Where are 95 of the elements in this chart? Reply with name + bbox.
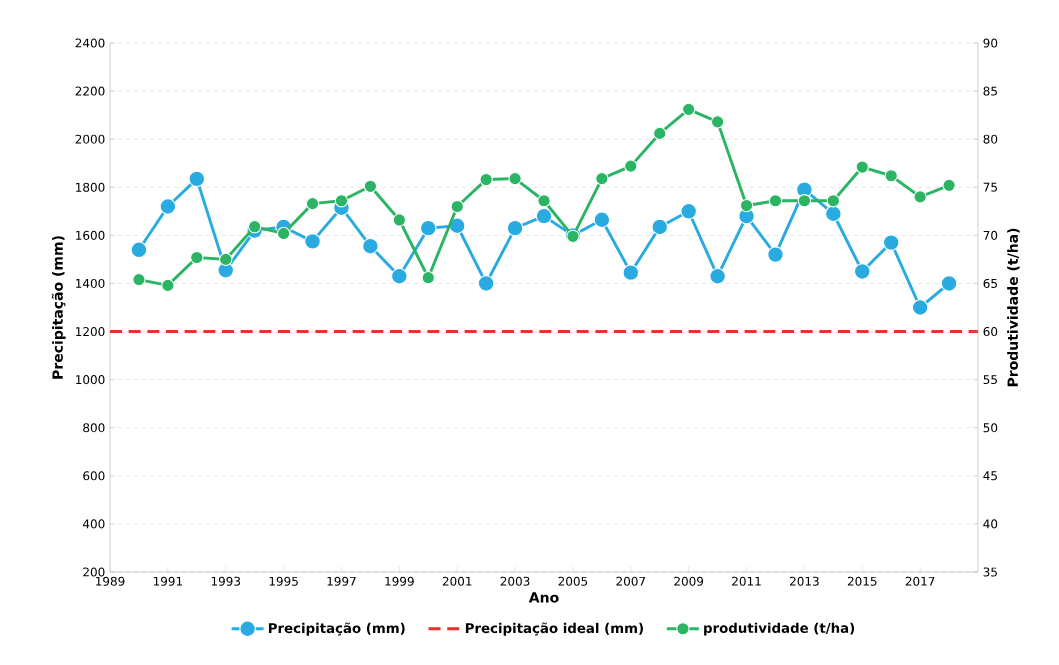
x-tick-label: 2013 (790, 576, 819, 586)
legend-label: Precipitação ideal (mm) (465, 622, 643, 636)
y-tick-label: 1400 (76, 278, 105, 288)
point (854, 263, 871, 280)
point (622, 264, 640, 281)
point (248, 220, 262, 234)
point (535, 207, 553, 225)
y2-tick-label: 45 (983, 471, 997, 481)
point (508, 171, 522, 186)
x-tick-label: 1995 (269, 576, 298, 586)
x-tick-label: 2017 (905, 576, 935, 586)
point (477, 275, 495, 292)
point (739, 198, 754, 213)
point (305, 196, 320, 211)
legend-label: Precipitação (mm) (268, 622, 405, 636)
x-tick-label: 1991 (153, 576, 183, 586)
y-tick-label: 2200 (75, 86, 105, 96)
y-tick-label: 200 (83, 567, 105, 577)
point (709, 267, 726, 285)
y-tick-label: 1000 (76, 375, 105, 385)
point (421, 271, 435, 285)
legend-label: produtividade (t/ha) (704, 622, 855, 636)
point (653, 126, 667, 141)
point (767, 246, 784, 263)
point (420, 219, 437, 237)
point (450, 199, 464, 214)
point (593, 211, 611, 229)
x-tick-label: 2015 (847, 576, 877, 586)
point (392, 213, 407, 227)
y-axis-title: Precipitação (mm) (51, 236, 66, 379)
y2-tick-label: 70 (983, 230, 998, 240)
point (911, 299, 929, 316)
point (391, 267, 408, 285)
point (334, 194, 349, 208)
point (882, 234, 900, 251)
point (768, 194, 783, 208)
y2-tick-label: 60 (983, 327, 998, 337)
point (680, 203, 697, 220)
point (132, 272, 146, 287)
point (130, 241, 148, 259)
x-tick-label: 2011 (732, 576, 761, 586)
point (884, 169, 898, 183)
point (190, 250, 204, 265)
point (506, 219, 524, 237)
y2-tick-label: 40 (983, 519, 998, 529)
y-tick-label: 1800 (76, 182, 105, 192)
point (188, 170, 206, 188)
x-tick-label: 1989 (96, 576, 125, 586)
x-tick-label: 1999 (385, 576, 414, 586)
y2-tick-label: 55 (983, 375, 997, 385)
y2-tick-label: 85 (983, 86, 997, 96)
y2-tick-label: 75 (983, 182, 997, 192)
y-tick-label: 600 (83, 471, 105, 481)
point (624, 159, 638, 173)
point (913, 190, 927, 204)
point (448, 217, 466, 235)
point (855, 160, 869, 174)
y-tick-label: 2400 (75, 38, 105, 48)
point (797, 194, 812, 208)
point (161, 278, 175, 293)
point (682, 102, 696, 117)
y-tick-label: 800 (83, 423, 105, 433)
y-tick-label: 1200 (76, 327, 105, 337)
x-tick-label: 2005 (558, 576, 588, 586)
y2-axis-title: Produtividade (t/ha) (1007, 228, 1020, 387)
y2-tick-label: 90 (983, 38, 998, 48)
y-tick-label: 1600 (76, 230, 105, 240)
point (363, 179, 378, 193)
x-tick-label: 2003 (500, 576, 530, 586)
x-axis-title: Ano (528, 592, 559, 603)
x-tick-label: 2001 (442, 576, 472, 586)
x-tick-label: 1997 (327, 576, 356, 586)
point (479, 172, 493, 187)
x-tick-label: 2009 (674, 576, 704, 586)
point (276, 226, 291, 241)
point (159, 198, 177, 215)
point (710, 115, 725, 129)
point (940, 275, 958, 292)
point (362, 237, 379, 255)
y2-tick-label: 80 (983, 134, 998, 144)
x-tick-label: 2007 (616, 576, 646, 586)
point (537, 194, 551, 208)
point (651, 218, 669, 236)
y2-tick-label: 65 (983, 278, 997, 288)
point (595, 171, 609, 186)
point (825, 205, 842, 222)
y2-tick-label: 35 (983, 567, 997, 577)
y-tick-label: 2000 (75, 134, 105, 144)
y-tick-label: 400 (82, 519, 105, 529)
point (304, 233, 321, 250)
point (219, 252, 233, 267)
y2-tick-label: 50 (983, 423, 998, 433)
point (826, 194, 841, 208)
x-tick-label: 1993 (211, 576, 241, 586)
point (942, 178, 956, 193)
